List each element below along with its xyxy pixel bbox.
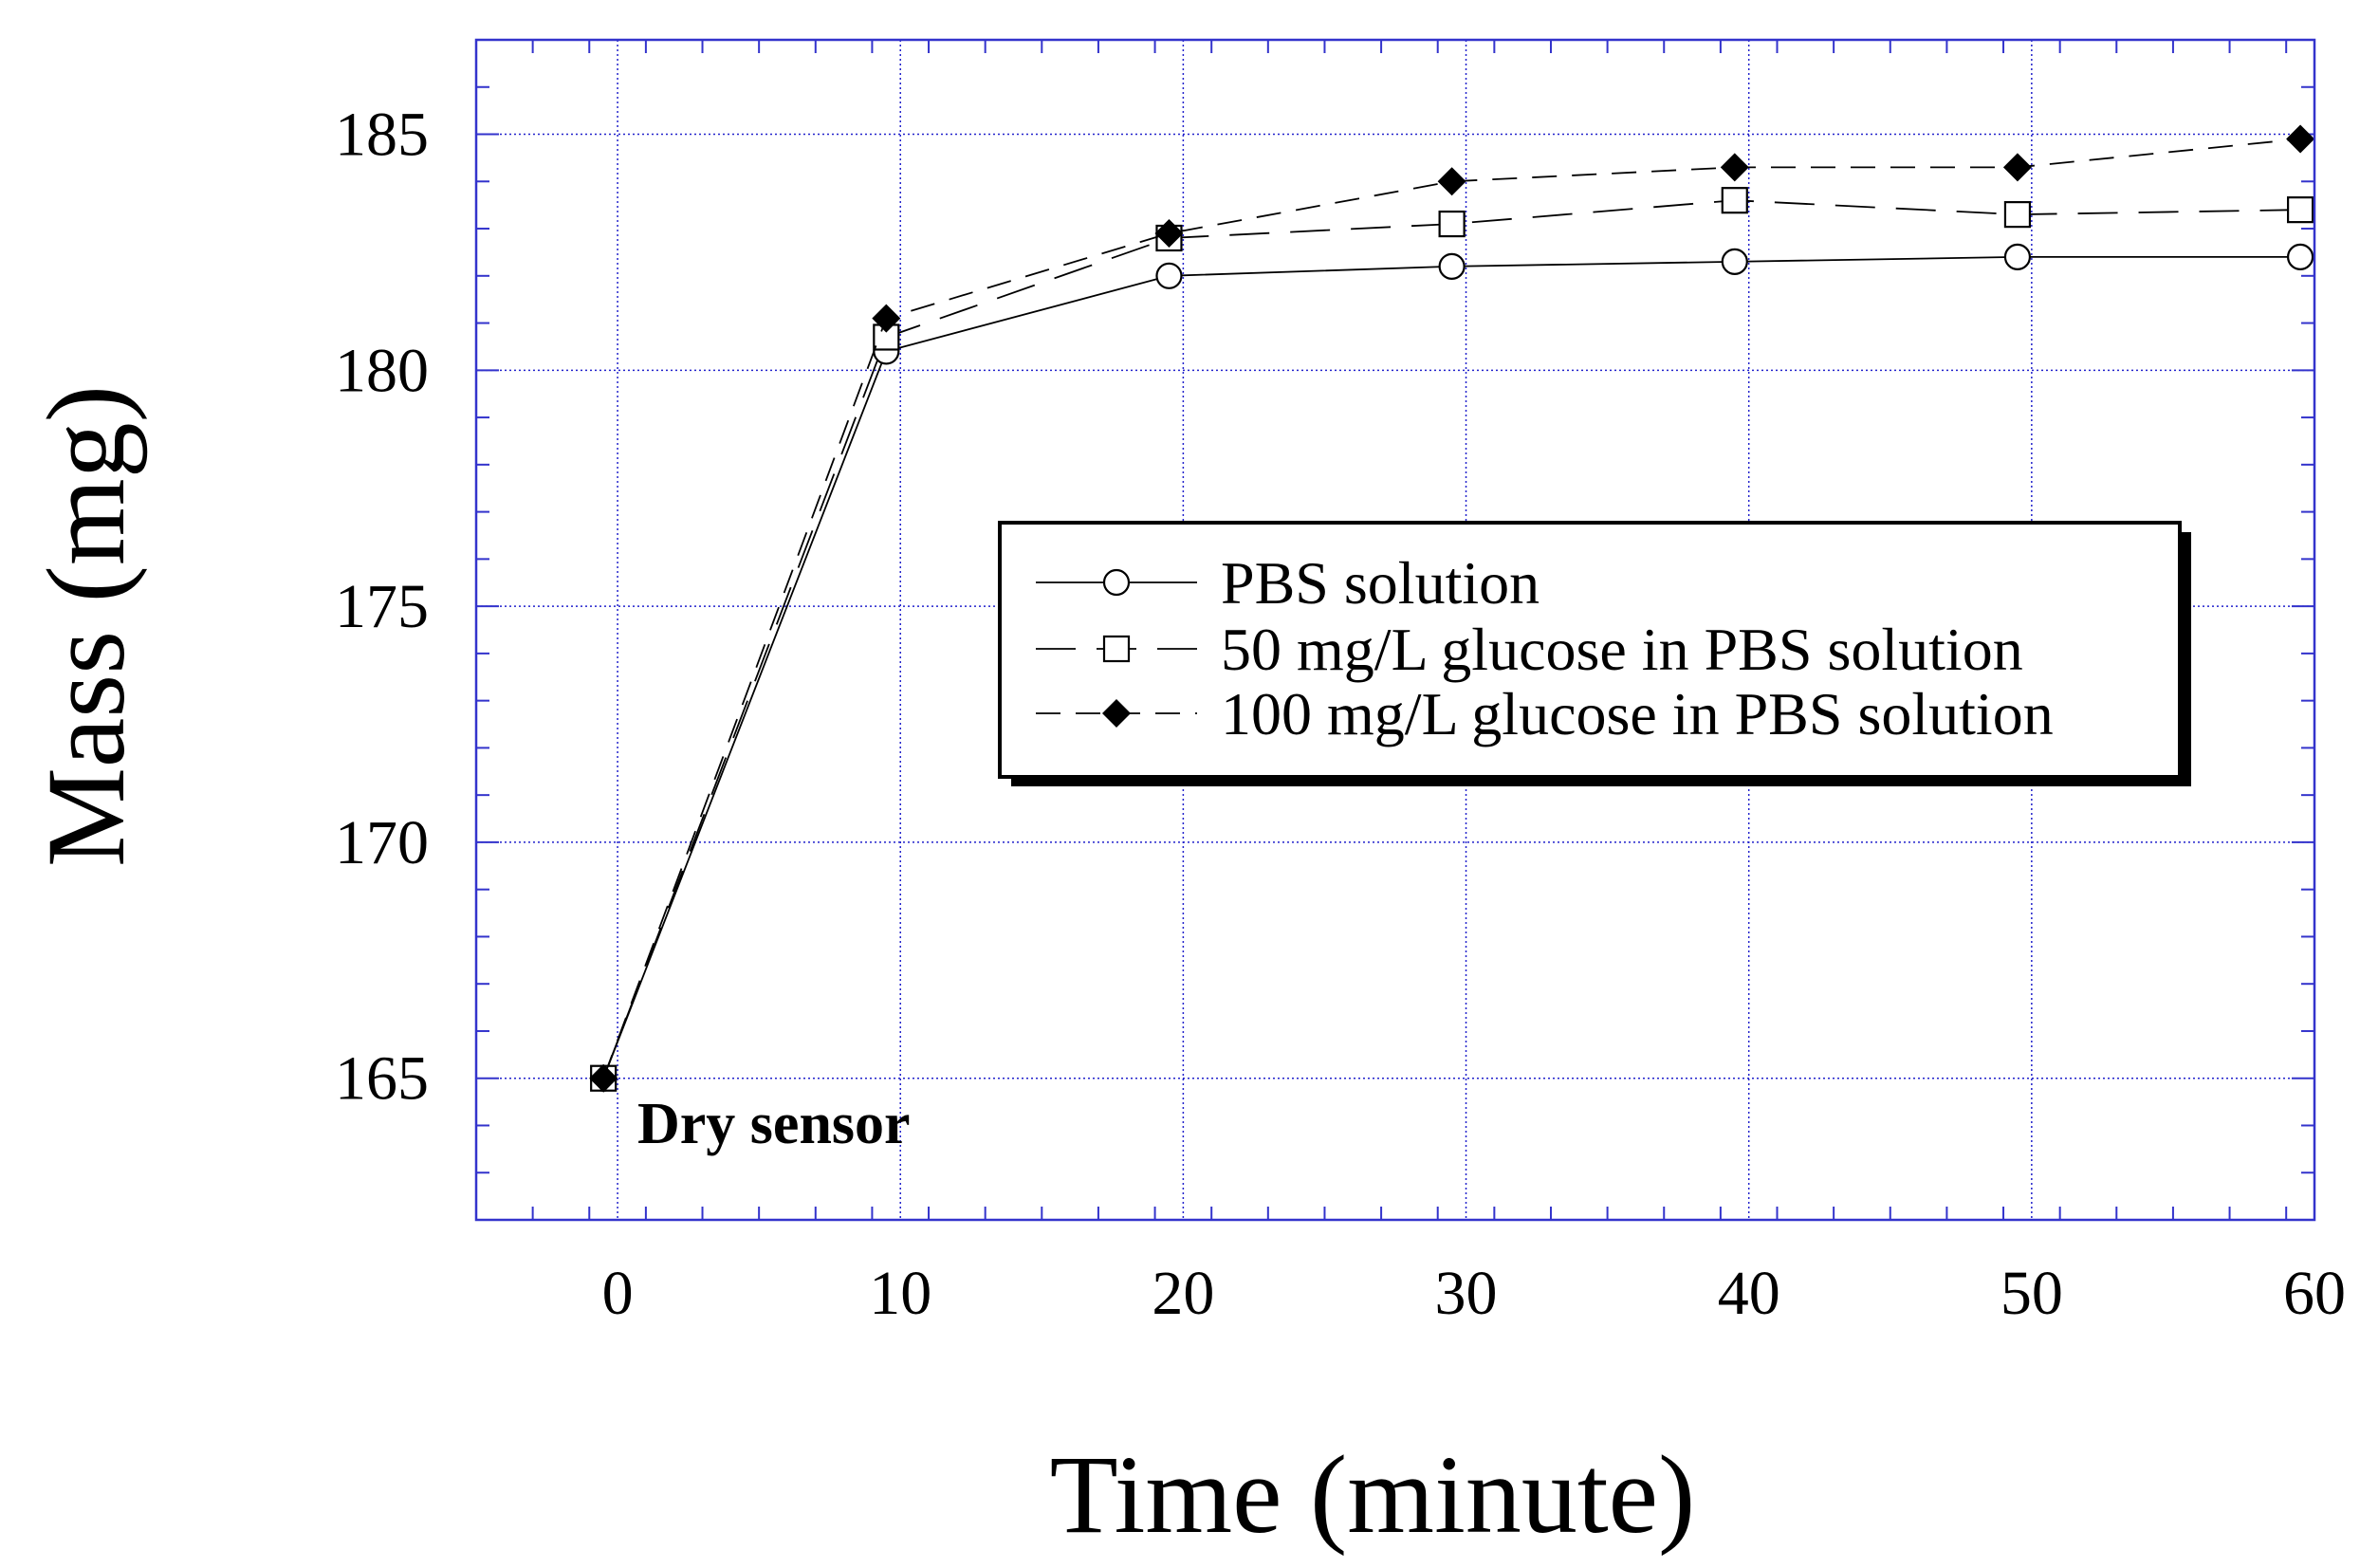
legend-marker xyxy=(1102,635,1131,663)
x-tick-label: 40 xyxy=(1718,1259,1780,1328)
x-tick-label: 10 xyxy=(869,1259,931,1328)
data-point xyxy=(1720,153,1749,182)
y-tick-labels: 165 170 175 180 185 xyxy=(335,101,429,1114)
data-point xyxy=(1154,219,1184,249)
legend-marker xyxy=(1102,699,1131,728)
data-point xyxy=(2003,201,2032,229)
data-point xyxy=(1721,248,1748,275)
data-point xyxy=(1438,252,1466,280)
data-point xyxy=(1155,262,1183,289)
data-point xyxy=(1437,167,1466,196)
x-tick-label: 50 xyxy=(2000,1259,2063,1328)
legend-label: 50 mg/L glucose in PBS solution xyxy=(1221,616,2023,683)
legend-item: 50 mg/L glucose in PBS solution xyxy=(1036,616,2023,683)
data-point xyxy=(2002,153,2032,182)
data-point xyxy=(589,1063,618,1093)
data-point xyxy=(2286,243,2314,270)
x-tick-label: 30 xyxy=(1435,1259,1498,1328)
y-tick-label: 170 xyxy=(335,808,429,877)
legend-label: PBS solution xyxy=(1221,549,1540,617)
y-tick-label: 185 xyxy=(335,101,429,170)
legend-item: PBS solution xyxy=(1036,549,1540,617)
data-point xyxy=(1721,187,1748,214)
data-point xyxy=(2286,196,2314,224)
y-tick-label: 165 xyxy=(335,1044,429,1114)
data-point xyxy=(2286,124,2315,154)
series-layer xyxy=(589,124,2315,1093)
data-point xyxy=(1438,210,1466,238)
legend-item: 100 mg/L glucose in PBS solution xyxy=(1036,680,2054,747)
y-tick-label: 180 xyxy=(335,336,429,405)
annotation-dry-sensor: Dry sensor xyxy=(637,1092,911,1156)
data-point xyxy=(2003,243,2032,270)
legend-marker xyxy=(1102,568,1131,597)
x-tick-labels: 0 10 20 30 40 50 60 xyxy=(602,1259,2346,1328)
x-axis-title: Time (minute) xyxy=(1050,1432,1696,1557)
legend-label: 100 mg/L glucose in PBS solution xyxy=(1221,680,2054,747)
y-tick-label: 175 xyxy=(335,572,429,641)
series-3 xyxy=(589,124,2315,1093)
series-1 xyxy=(590,243,2314,1092)
y-axis-title: Mass (mg) xyxy=(24,385,148,867)
legend-box xyxy=(998,521,2182,779)
x-tick-label: 20 xyxy=(1152,1259,1214,1328)
x-tick-label: 0 xyxy=(602,1259,634,1328)
data-point xyxy=(872,304,901,333)
x-tick-label: 60 xyxy=(2283,1259,2346,1328)
plot-frame xyxy=(474,38,2316,1222)
